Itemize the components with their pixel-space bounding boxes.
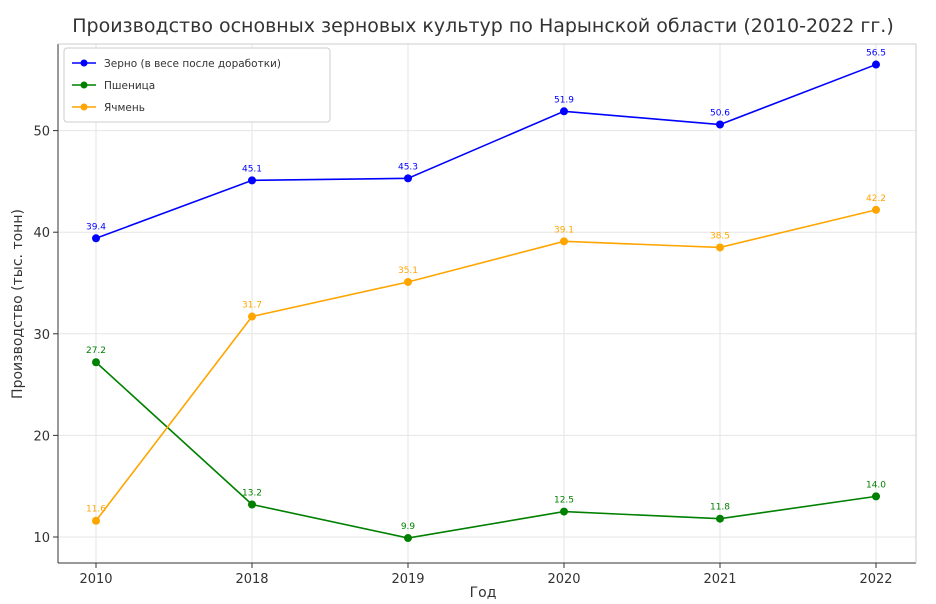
y-axis-label: Производство (тыс. тонн) (10, 209, 26, 399)
data-label-s1-2010: 39.4 (86, 222, 106, 232)
legend-marker-2 (80, 81, 88, 89)
data-point-s1-2018 (248, 176, 256, 185)
data-point-s3-2018 (248, 312, 256, 321)
data-label-s2-2018: 13.2 (242, 488, 262, 498)
data-point-s1-2019 (404, 174, 412, 183)
y-tick-label-40: 40 (33, 226, 50, 241)
x-tick-label-2020: 2020 (547, 572, 580, 587)
data-label-s1-2021: 50.6 (710, 109, 730, 119)
data-point-s2-2022 (872, 492, 880, 501)
x-axis-label: Год (470, 585, 497, 601)
data-label-s3-2022: 42.2 (866, 194, 886, 204)
data-point-s3-2022 (872, 205, 880, 214)
y-tick-label-50: 50 (33, 125, 50, 140)
data-point-s2-2021 (716, 514, 724, 523)
data-point-s1-2020 (560, 107, 568, 116)
data-point-s1-2010 (92, 234, 100, 243)
x-tick-label-2018: 2018 (235, 572, 268, 587)
legend-marker-1 (80, 59, 88, 67)
data-label-s2-2020: 12.5 (554, 496, 574, 506)
legend-label-2: Пшеница (104, 80, 155, 92)
data-point-s2-2020 (560, 507, 568, 516)
data-label-s3-2020: 39.1 (554, 225, 574, 235)
x-tick-label-2022: 2022 (859, 572, 892, 587)
data-point-s1-2021 (716, 120, 724, 129)
data-label-s1-2018: 45.1 (242, 164, 262, 174)
x-tick-label-2010: 2010 (79, 572, 112, 587)
legend-box (63, 47, 331, 123)
data-label-s2-2022: 14.0 (866, 480, 886, 490)
legend-label-3: Ячмень (104, 102, 145, 114)
series-line-3 (95, 209, 877, 522)
y-tick-label-20: 20 (33, 429, 50, 444)
data-label-s3-2010: 11.6 (86, 505, 106, 515)
chart-title: Производство основных зерновых культур п… (72, 15, 894, 37)
legend-marker-3 (80, 103, 88, 111)
data-label-s1-2020: 51.9 (554, 95, 574, 105)
data-label-s1-2022: 56.5 (866, 49, 886, 59)
data-point-s2-2010 (92, 358, 100, 367)
data-point-s3-2019 (404, 277, 412, 286)
data-label-s3-2021: 38.5 (710, 231, 730, 241)
data-point-s3-2020 (560, 237, 568, 246)
y-tick-label-10: 10 (33, 531, 50, 546)
data-label-s2-2019: 9.9 (401, 522, 416, 532)
data-label-s2-2021: 11.8 (710, 503, 730, 513)
plot-area: 2010 2018 2019 2020 2021 2022 10 20 30 40 50 39.4 45… (33, 43, 917, 587)
y-tick-label-30: 30 (33, 328, 50, 343)
x-tick-label-2021: 2021 (703, 572, 736, 587)
series-line-1 (95, 63, 877, 240)
data-label-s2-2010: 27.2 (86, 346, 106, 356)
data-label-s3-2019: 35.1 (398, 266, 418, 276)
data-label-s1-2019: 45.3 (398, 162, 418, 172)
data-label-s3-2018: 31.7 (242, 301, 262, 311)
x-tick-label-2019: 2019 (391, 572, 424, 587)
data-point-s2-2019 (404, 534, 412, 543)
data-point-s3-2010 (92, 516, 100, 525)
legend-label-1: Зерно (в весе после доработки) (104, 58, 281, 70)
data-point-s1-2022 (872, 60, 880, 69)
data-point-s2-2018 (248, 500, 256, 509)
data-point-s3-2021 (716, 243, 724, 252)
series-line-2 (95, 361, 877, 539)
